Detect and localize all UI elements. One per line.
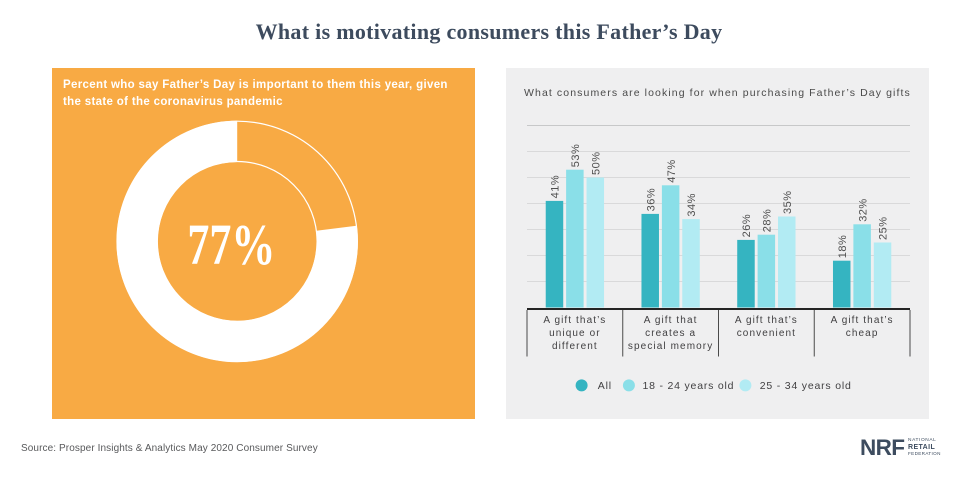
svg-text:creates a: creates a — [645, 328, 696, 339]
svg-text:34%: 34% — [686, 193, 698, 217]
svg-text:different: different — [552, 341, 598, 352]
svg-text:A gift that: A gift that — [644, 315, 698, 326]
svg-text:convenient: convenient — [737, 328, 796, 339]
svg-text:All: All — [598, 380, 612, 392]
svg-text:A gift that’s: A gift that’s — [735, 315, 798, 326]
svg-text:unique or: unique or — [549, 328, 601, 339]
svg-text:18%: 18% — [837, 235, 849, 259]
svg-text:25%: 25% — [878, 216, 890, 240]
svg-text:47%: 47% — [666, 159, 678, 183]
svg-text:special memory: special memory — [628, 341, 713, 352]
svg-text:77%: 77% — [187, 212, 275, 277]
svg-text:26%: 26% — [741, 214, 753, 238]
svg-text:A gift that’s: A gift that’s — [831, 315, 894, 326]
svg-text:53%: 53% — [570, 144, 582, 168]
svg-text:50%: 50% — [590, 151, 602, 175]
svg-text:25 - 34 years old: 25 - 34 years old — [760, 380, 852, 392]
svg-text:28%: 28% — [762, 209, 774, 233]
svg-text:18 - 24 years old: 18 - 24 years old — [643, 380, 735, 392]
svg-text:32%: 32% — [857, 198, 869, 222]
svg-text:41%: 41% — [550, 175, 562, 199]
svg-text:36%: 36% — [645, 188, 657, 212]
svg-text:35%: 35% — [782, 190, 794, 214]
svg-text:cheap: cheap — [846, 328, 879, 339]
svg-text:A gift that’s: A gift that’s — [543, 315, 606, 326]
